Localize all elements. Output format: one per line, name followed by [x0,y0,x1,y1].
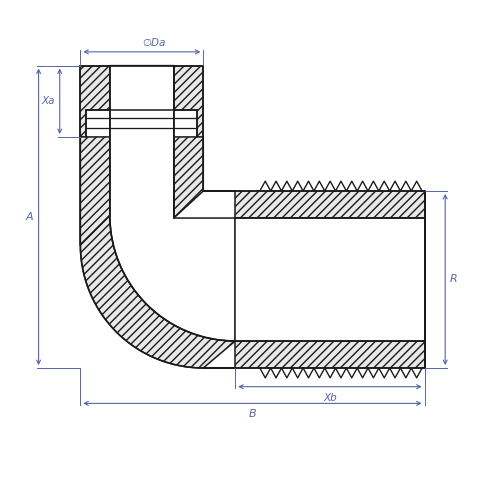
Polygon shape [174,66,204,137]
Polygon shape [174,137,204,218]
Text: Xb: Xb [323,392,337,402]
Text: Xa: Xa [42,96,55,106]
Polygon shape [110,66,236,341]
Polygon shape [80,216,235,368]
Polygon shape [80,137,110,245]
Polygon shape [236,218,424,341]
Polygon shape [204,191,424,218]
Text: R: R [450,274,458,284]
Polygon shape [204,341,424,368]
Text: ∅Da: ∅Da [142,38,166,48]
Text: B: B [248,410,256,420]
Polygon shape [80,66,110,137]
Text: A: A [26,212,34,222]
